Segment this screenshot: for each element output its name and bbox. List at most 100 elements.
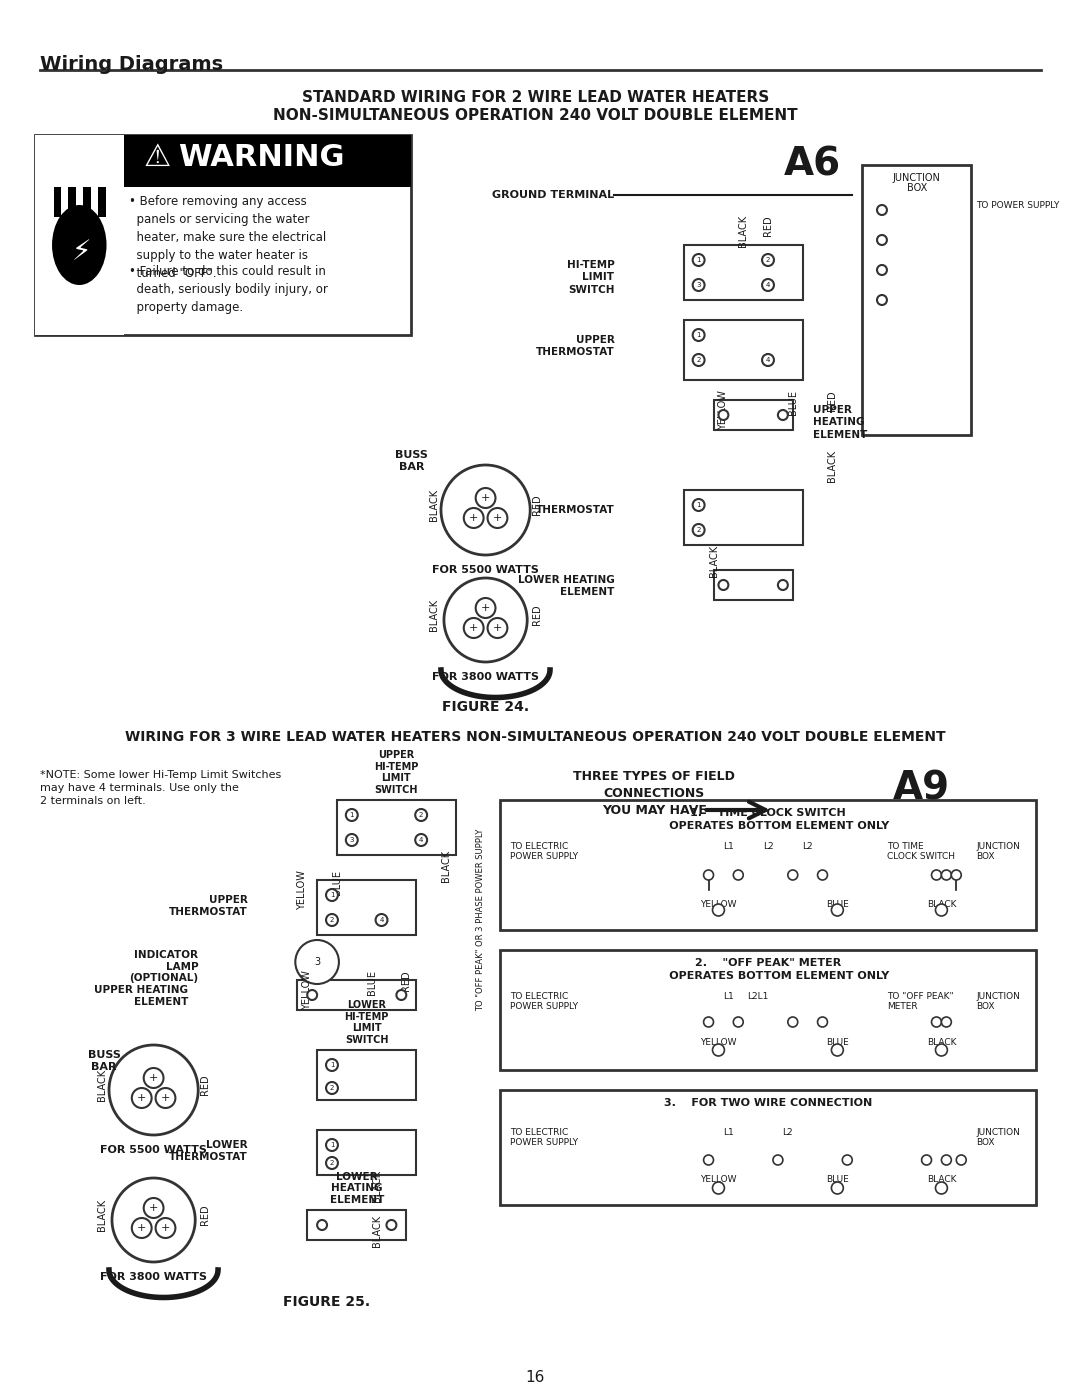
Text: YELLOW: YELLOW [700,1038,737,1046]
Text: JUNCTION: JUNCTION [893,173,941,183]
Text: YELLOW: YELLOW [718,390,728,430]
Bar [684,490,802,545]
Ellipse shape [52,205,107,285]
Circle shape [956,1155,967,1165]
Text: 1: 1 [697,332,701,338]
Text: • Failure to do this could result in
  death, seriously bodily injury, or
  prop: • Failure to do this could result in dea… [129,265,327,314]
Circle shape [112,1178,195,1261]
Circle shape [441,465,530,555]
Circle shape [326,1157,338,1169]
Circle shape [463,509,484,528]
Circle shape [396,990,406,1000]
Circle shape [692,254,704,265]
Text: +: + [137,1092,147,1104]
Text: TO ELECTRIC
POWER SUPPLY: TO ELECTRIC POWER SUPPLY [511,842,579,862]
Text: 1: 1 [350,812,354,819]
Text: INDICATOR
LAMP
(OPTIONAL): INDICATOR LAMP (OPTIONAL) [130,950,199,983]
Text: L1: L1 [723,1127,733,1137]
Circle shape [475,488,496,509]
Text: BLUE: BLUE [366,970,377,995]
Text: +: + [469,623,478,633]
Text: BLACK: BLACK [429,489,440,521]
Circle shape [762,254,774,265]
Bar [307,1210,406,1241]
Bar [124,136,411,187]
Text: THERMOSTAT: THERMOSTAT [536,504,615,515]
Bar [500,950,1036,1070]
Circle shape [877,235,887,244]
Circle shape [326,914,338,926]
Text: 3: 3 [697,282,701,288]
Circle shape [346,809,357,821]
Circle shape [932,870,942,880]
Circle shape [942,1017,951,1027]
Text: +: + [137,1222,147,1234]
Text: BLACK: BLACK [97,1199,107,1231]
Circle shape [703,1155,714,1165]
Circle shape [415,809,427,821]
Text: LOWER
THERMOSTAT: LOWER THERMOSTAT [168,1140,247,1162]
Text: BLACK: BLACK [739,215,748,247]
Circle shape [692,353,704,366]
Circle shape [376,914,388,926]
Bar [714,400,793,430]
Text: ⚠: ⚠ [144,142,171,172]
Text: WIRING FOR 3 WIRE LEAD WATER HEATERS NON-SIMULTANEOUS OPERATION 240 VOLT DOUBLE : WIRING FOR 3 WIRE LEAD WATER HEATERS NON… [125,731,945,745]
Circle shape [773,1155,783,1165]
Circle shape [444,578,527,662]
Circle shape [132,1088,151,1108]
Text: UPPER
HI-TEMP
LIMIT
SWITCH: UPPER HI-TEMP LIMIT SWITCH [374,750,419,795]
Text: BLACK: BLACK [827,450,837,482]
Text: JUNCTION
BOX: JUNCTION BOX [976,1127,1020,1147]
Circle shape [762,279,774,291]
Circle shape [951,870,961,880]
Circle shape [832,904,843,916]
Circle shape [387,1220,396,1229]
Text: UPPER
THERMOSTAT: UPPER THERMOSTAT [168,895,247,918]
Text: BLACK: BLACK [708,545,718,577]
Text: UPPER
THERMOSTAT: UPPER THERMOSTAT [536,335,615,358]
Circle shape [109,1045,199,1134]
Text: BLUE: BLUE [826,1038,849,1046]
Bar [318,1051,416,1099]
Text: RED: RED [402,970,411,990]
Text: RED: RED [762,215,773,236]
Text: 2: 2 [766,257,770,263]
Text: BLACK: BLACK [441,849,451,882]
Text: +: + [149,1073,159,1083]
Circle shape [942,1155,951,1165]
Text: L2: L2 [783,1127,793,1137]
Text: BUSS
BAR: BUSS BAR [87,1051,121,1073]
Circle shape [318,1220,327,1229]
Circle shape [832,1182,843,1194]
Text: BLUE: BLUE [826,900,849,909]
Circle shape [307,990,318,1000]
Circle shape [475,598,496,617]
Circle shape [787,1017,798,1027]
Text: 4: 4 [766,358,770,363]
Circle shape [326,1139,338,1151]
Text: L1: L1 [723,992,733,1002]
Text: BLACK: BLACK [927,1175,956,1185]
Bar [35,136,411,335]
Bar [862,165,971,434]
Text: 2: 2 [329,1160,334,1166]
Text: 2: 2 [419,812,423,819]
Text: BOX: BOX [906,183,927,193]
Text: BLUE: BLUE [826,1175,849,1185]
Circle shape [132,1218,151,1238]
Circle shape [718,409,728,420]
Text: +: + [149,1203,159,1213]
Text: 1: 1 [697,502,701,509]
Text: +: + [161,1092,171,1104]
Circle shape [733,870,743,880]
Text: RED: RED [200,1074,211,1095]
Circle shape [718,580,728,590]
Circle shape [144,1199,163,1218]
Text: WARNING: WARNING [178,142,345,172]
Text: YELLOW: YELLOW [302,970,312,1010]
Text: RED: RED [200,1204,211,1225]
Text: 3: 3 [350,837,354,842]
Text: 1: 1 [697,257,701,263]
Text: • Before removing any access
  panels or servicing the water
  heater, make sure: • Before removing any access panels or s… [129,196,326,279]
